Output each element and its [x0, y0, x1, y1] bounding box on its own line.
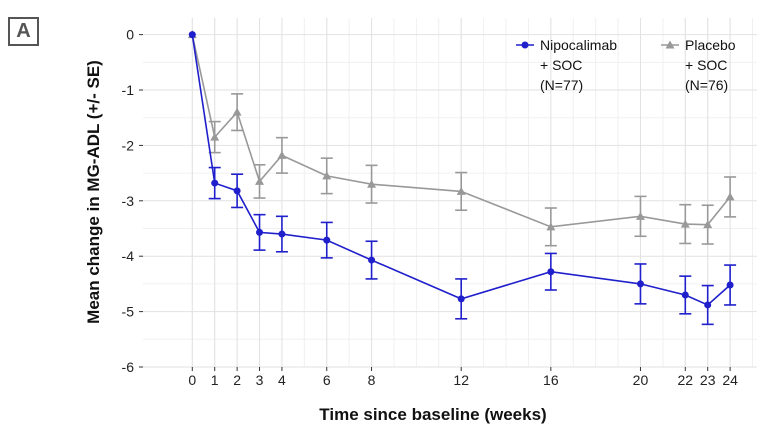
x-tick-label: 0: [188, 372, 196, 388]
x-tick-label: 24: [722, 372, 738, 388]
legend-label: + SOC: [540, 57, 582, 73]
data-point: [456, 186, 466, 195]
legend-label: (N=77): [540, 77, 583, 93]
legend-label: + SOC: [685, 57, 727, 73]
data-point: [726, 281, 734, 289]
y-axis-title: Mean change in MG-ADL (+/- SE): [84, 60, 103, 324]
data-point: [188, 31, 196, 39]
x-tick-label: 12: [453, 372, 469, 388]
x-tick-label: 4: [278, 372, 286, 388]
y-tick-label: 0: [126, 27, 134, 43]
data-point: [681, 291, 689, 299]
legend: Nipocalimab + SOC (N=77) Placebo + SOC (N=76): [516, 37, 736, 93]
x-tick-label: 20: [633, 372, 649, 388]
x-tick-label: 1: [211, 372, 219, 388]
y-tick-label: -2: [122, 137, 135, 153]
data-point: [232, 107, 242, 116]
data-point: [278, 230, 286, 238]
data-point: [635, 211, 645, 220]
y-tick-label: -1: [122, 82, 135, 98]
data-point: [636, 280, 644, 288]
x-tick-label: 2: [233, 372, 241, 388]
data-point: [367, 179, 377, 188]
series-placebo: [187, 30, 737, 247]
legend-label: (N=76): [685, 77, 728, 93]
x-tick-label: 8: [368, 372, 376, 388]
series-layer: [187, 30, 737, 326]
data-point: [368, 256, 376, 264]
legend-label: Placebo: [685, 37, 736, 53]
x-tick-label: 3: [256, 372, 264, 388]
y-tick-label: -4: [122, 248, 135, 264]
legend-marker: [665, 40, 675, 49]
data-point: [210, 132, 220, 141]
x-axis-ticks: 0 1 2 3 4 6 8 12 16 20 22 23 24: [188, 367, 738, 388]
y-tick-label: -3: [122, 193, 135, 209]
data-point: [725, 192, 735, 201]
series-nipocalimab: [188, 31, 737, 326]
legend-entry-nipocalimab: Nipocalimab + SOC (N=77): [516, 37, 617, 93]
data-point: [255, 176, 265, 185]
data-point: [256, 228, 264, 236]
data-point: [546, 222, 556, 231]
data-point: [547, 268, 555, 276]
data-point: [703, 220, 713, 229]
legend-entry-placebo: Placebo + SOC (N=76): [661, 37, 736, 93]
legend-marker: [521, 41, 529, 49]
data-point: [323, 236, 331, 244]
y-axis-ticks: 0 -1 -2 -3 -4 -5 -6: [122, 27, 143, 375]
plot-background: [143, 18, 757, 367]
x-tick-label: 16: [543, 372, 559, 388]
legend-label: Nipocalimab: [540, 37, 617, 53]
x-tick-label: 22: [678, 372, 694, 388]
x-tick-label: 6: [323, 372, 331, 388]
data-point: [457, 295, 465, 303]
data-point: [704, 301, 712, 309]
panel-label: A: [8, 17, 39, 46]
data-point: [322, 171, 332, 180]
data-point: [277, 150, 287, 159]
data-point: [233, 187, 241, 195]
data-point: [211, 179, 219, 187]
y-tick-label: -5: [122, 304, 135, 320]
x-axis-title: Time since baseline (weeks): [319, 405, 546, 424]
y-tick-label: -6: [122, 359, 135, 375]
x-tick-label: 23: [700, 372, 716, 388]
data-point: [680, 219, 690, 228]
